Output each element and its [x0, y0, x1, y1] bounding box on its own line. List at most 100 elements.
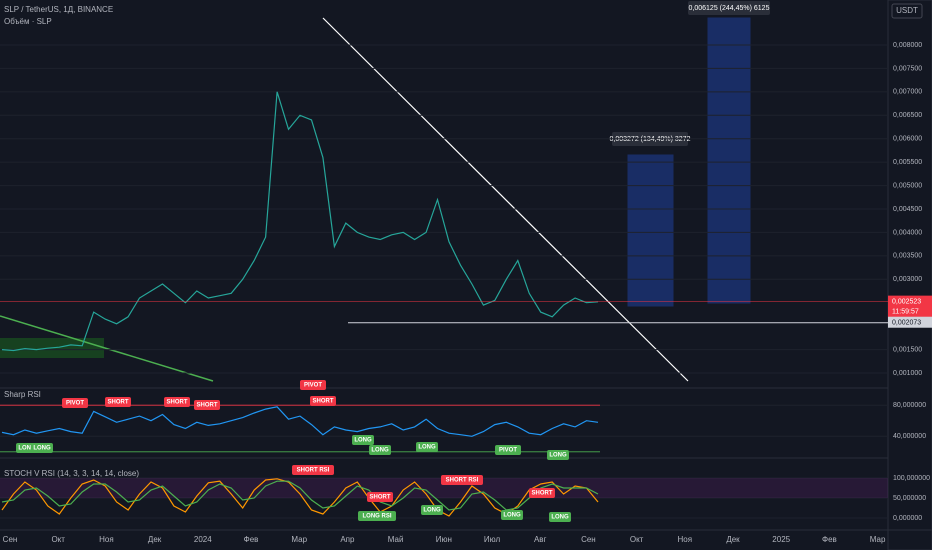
- x-tick-label: Фев: [244, 535, 259, 544]
- signal-label: PIVOT: [304, 383, 322, 389]
- x-tick-label: Ноя: [99, 535, 114, 544]
- x-tick-label: Июн: [436, 535, 452, 544]
- signal-badge: [292, 465, 334, 475]
- signal-badge: [352, 435, 374, 445]
- measure-label: 0,006125 (244,45%) 6125: [689, 5, 770, 12]
- y-tick-label: 0,000000: [893, 515, 922, 522]
- signal-badge: [421, 505, 443, 515]
- signal-badge: [495, 445, 521, 455]
- series-line: [1, 91, 599, 352]
- price-tag-label: 0,002523: [892, 298, 921, 305]
- signal-badge: [358, 511, 396, 521]
- signal-label: LONG: [549, 453, 567, 459]
- x-tick-label: Мар: [870, 535, 886, 544]
- signal-label: SHORT RSI: [297, 468, 330, 474]
- currency-label[interactable]: USDT: [896, 6, 918, 15]
- x-tick-label: Май: [388, 535, 404, 544]
- signal-badge: [194, 400, 220, 410]
- price-tag: [888, 295, 932, 318]
- currency-button[interactable]: [891, 3, 923, 19]
- signal-label: SHORT: [313, 399, 334, 405]
- signal-label: LONG: [18, 446, 36, 452]
- signal-badge: [105, 397, 131, 407]
- signal-label: PIVOT: [499, 448, 517, 454]
- x-tick-label: Мар: [291, 535, 307, 544]
- signal-label: SHORT: [532, 491, 553, 497]
- measure-label: 0,003272 (134,49%) 3272: [610, 136, 691, 143]
- signal-badge: [416, 442, 438, 452]
- x-tick-label: Сен: [581, 535, 596, 544]
- measure-box: [627, 154, 674, 307]
- signal-label: LONG: [423, 508, 441, 514]
- y-tick-label: 0,005000: [893, 182, 922, 189]
- pane-title: STOCH V RSI (14, 3, 3, 14, 14, close): [4, 469, 139, 478]
- price-tag-label: 0,002073: [892, 320, 921, 327]
- signal-label: LONG: [551, 515, 569, 521]
- price-tag: [888, 316, 932, 328]
- x-tick-label: 2024: [194, 535, 212, 544]
- x-tick-label: Апр: [340, 535, 355, 544]
- signal-label: PIVOT: [66, 401, 84, 407]
- signal-badge: [31, 443, 53, 453]
- x-tick-label: Авг: [534, 535, 547, 544]
- countdown: 11:59:57: [892, 308, 919, 315]
- y-tick-label: 0,003000: [893, 276, 922, 283]
- signal-label: SHORT: [370, 495, 391, 501]
- series-line: [1, 480, 599, 511]
- y-tick-label: 0,007000: [893, 89, 922, 96]
- y-tick-label: 50,000000: [893, 495, 926, 502]
- x-tick-label: Фев: [822, 535, 837, 544]
- signal-badge: [310, 396, 336, 406]
- x-tick-label: Сен: [3, 535, 18, 544]
- y-tick-label: 40,000000: [893, 433, 926, 440]
- y-tick-label: 0,004000: [893, 229, 922, 236]
- signal-label: LONG: [418, 445, 436, 451]
- measure-label-bg: [688, 1, 770, 15]
- trend-line: [322, 17, 689, 382]
- y-tick-label: 0,007500: [893, 65, 922, 72]
- signal-badge: [547, 450, 569, 460]
- x-tick-label: Дек: [148, 535, 162, 544]
- price-axis-panel: [887, 0, 932, 550]
- signal-badge: [549, 512, 571, 522]
- signal-badge: [529, 488, 555, 498]
- signal-label: LONG: [503, 513, 521, 519]
- y-tick-label: 0,004500: [893, 206, 922, 213]
- signal-badge: [367, 492, 393, 502]
- y-tick-label: 80,000000: [893, 402, 926, 409]
- signal-label: LONG: [354, 438, 372, 444]
- x-tick-label: Июл: [484, 535, 501, 544]
- pane-title: Sharp RSI: [4, 390, 41, 399]
- signal-label: SHORT: [108, 400, 129, 406]
- signal-label: LONG: [371, 448, 389, 454]
- signal-badge: [501, 510, 523, 520]
- y-tick-label: 0,001000: [893, 370, 922, 377]
- symbol-title: SLP / TetherUS, 1Д, BINANCE: [4, 5, 113, 14]
- series-line: [1, 406, 599, 437]
- signal-label: SHORT: [167, 400, 188, 406]
- x-tick-label: 2025: [772, 535, 790, 544]
- y-tick-label: 0,008000: [893, 42, 922, 49]
- y-tick-label: 0,003500: [893, 253, 922, 260]
- x-tick-label: Ноя: [678, 535, 693, 544]
- x-tick-label: Окт: [51, 535, 65, 544]
- signal-label: LONG: [33, 446, 51, 452]
- trend-line: [0, 315, 214, 382]
- measure-box: [707, 17, 751, 304]
- signal-label: LONG RSI: [362, 514, 391, 520]
- signal-badge: [369, 445, 391, 455]
- signal-badge: [164, 397, 190, 407]
- signal-badge: [300, 380, 326, 390]
- y-tick-label: 100,000000: [893, 475, 930, 482]
- x-tick-label: Окт: [630, 535, 644, 544]
- signal-badge: [62, 398, 88, 408]
- volume-label: Объём · SLP: [4, 17, 52, 26]
- y-tick-label: 0,005500: [893, 159, 922, 166]
- y-tick-label: 0,006000: [893, 136, 922, 143]
- signal-label: SHORT: [197, 403, 218, 409]
- x-tick-label: Дек: [726, 535, 740, 544]
- signal-badge: [441, 475, 483, 485]
- signal-label: SHORT RSI: [446, 478, 479, 484]
- y-tick-label: 0,001500: [893, 346, 922, 353]
